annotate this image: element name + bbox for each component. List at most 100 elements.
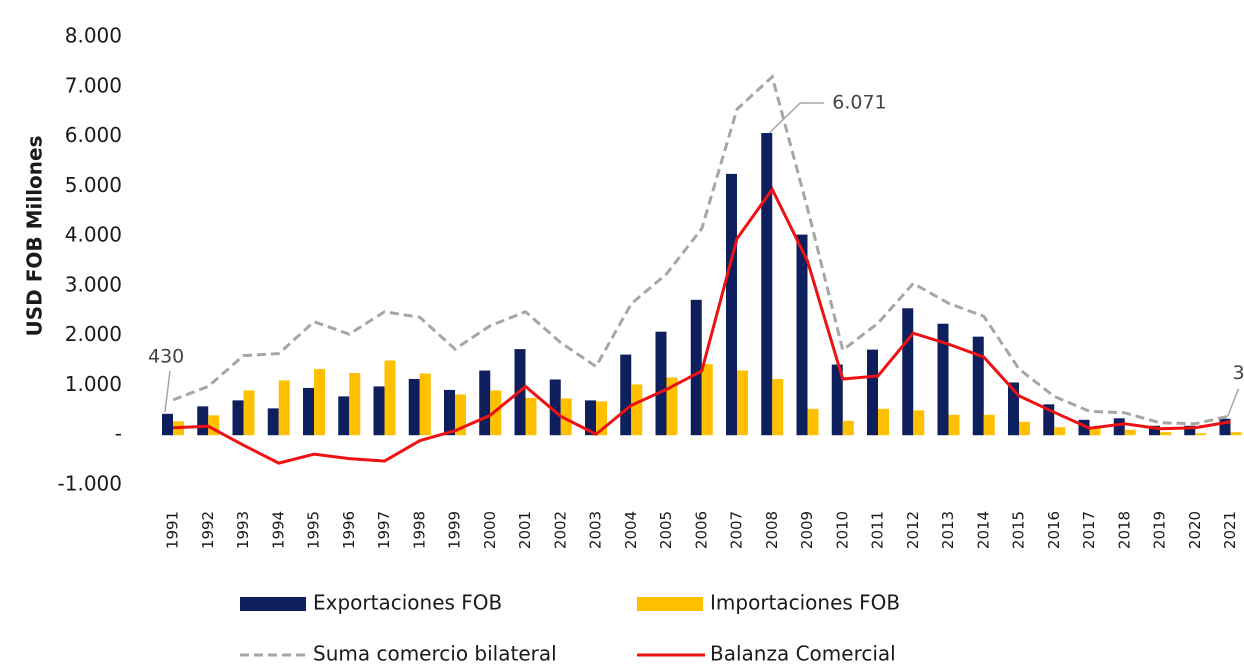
bar xyxy=(162,413,173,436)
y-tick-label: 7.000 xyxy=(65,73,122,97)
leader-line xyxy=(1226,388,1240,418)
bar xyxy=(631,384,643,436)
x-tick-label: 2014 xyxy=(974,511,992,549)
bar xyxy=(419,373,431,436)
bar xyxy=(1054,427,1066,436)
bar xyxy=(831,364,843,436)
x-tick-label: 2006 xyxy=(692,511,710,549)
x-tick-label: 2010 xyxy=(833,511,851,549)
x-tick-label: 2015 xyxy=(1010,511,1028,549)
bar xyxy=(525,397,537,436)
y-tick-label: 4.000 xyxy=(65,223,122,247)
bar xyxy=(1160,432,1171,436)
bar xyxy=(867,349,878,436)
x-tick-label: 1996 xyxy=(340,511,358,549)
x-tick-label: 1995 xyxy=(305,511,323,549)
y-tick-label: 5.000 xyxy=(65,173,122,197)
bar xyxy=(338,396,350,436)
x-tick-label: 1999 xyxy=(446,511,464,549)
x-tick-label: 2007 xyxy=(728,511,746,549)
bar xyxy=(278,380,290,436)
x-tick-label: 2020 xyxy=(1186,511,1204,549)
legend-label: Balanza Comercial xyxy=(710,642,896,665)
bar xyxy=(349,373,361,436)
line-series xyxy=(172,74,1231,426)
y-tick-label: - xyxy=(115,422,122,446)
y-axis-label: USD FOB Millones xyxy=(23,136,47,337)
bar xyxy=(983,414,995,436)
bar xyxy=(948,414,960,436)
bar xyxy=(384,360,396,436)
y-tick-label: 3.000 xyxy=(65,272,122,296)
legend-label: Exportaciones FOB xyxy=(313,591,502,615)
bar xyxy=(1113,418,1125,436)
bar xyxy=(1149,425,1160,436)
data-label: 6.071 xyxy=(832,92,886,114)
bar xyxy=(232,400,244,436)
x-tick-label: 2001 xyxy=(516,511,534,549)
bar xyxy=(243,390,255,436)
x-tick-label: 1993 xyxy=(234,511,252,549)
bar xyxy=(761,133,773,436)
bar xyxy=(796,234,808,436)
bar xyxy=(1124,429,1136,436)
bar xyxy=(1195,433,1207,436)
bar xyxy=(666,377,678,436)
x-tick-label: 1997 xyxy=(375,511,393,549)
data-label: 430 xyxy=(148,345,184,367)
leader-line xyxy=(768,102,825,134)
bar xyxy=(560,398,572,436)
x-tick-label: 2000 xyxy=(481,511,499,549)
y-tick-label: 2.000 xyxy=(65,322,122,346)
x-tick-label: 1992 xyxy=(199,511,217,549)
bar xyxy=(208,415,220,436)
bar xyxy=(1043,404,1055,436)
x-tick-label: 2019 xyxy=(1151,511,1169,549)
x-tick-label: 2021 xyxy=(1221,511,1239,549)
bar xyxy=(878,408,889,436)
bar xyxy=(1008,382,1019,436)
bar xyxy=(937,323,949,436)
x-tick-label: 2008 xyxy=(763,511,781,549)
bar xyxy=(1230,432,1242,436)
bar xyxy=(455,394,466,436)
bar xyxy=(490,390,502,436)
legend-swatch xyxy=(240,597,306,611)
bar xyxy=(373,386,385,436)
bar xyxy=(807,408,819,436)
legend-label: Importaciones FOB xyxy=(710,591,900,615)
bar xyxy=(303,387,314,436)
bar xyxy=(1219,418,1231,436)
bar xyxy=(549,379,561,436)
x-tick-label: 2009 xyxy=(798,511,816,549)
bar xyxy=(267,408,279,436)
bar xyxy=(701,364,713,436)
legend-label: Suma comercio bilateral xyxy=(313,642,557,665)
bar xyxy=(1089,426,1101,436)
x-tick-label: 2002 xyxy=(551,511,569,549)
x-tick-label: 1991 xyxy=(164,511,182,549)
x-tick-label: 2005 xyxy=(657,511,675,549)
line-series xyxy=(172,186,1231,465)
y-tick-label: 1.000 xyxy=(65,372,122,396)
bar xyxy=(690,299,702,436)
x-tick-label: 2017 xyxy=(1080,511,1098,549)
bar xyxy=(972,336,984,436)
x-tick-label: 2011 xyxy=(869,511,887,549)
x-tick-label: 2016 xyxy=(1045,511,1063,549)
bar xyxy=(408,378,420,436)
bar xyxy=(596,401,607,436)
bar xyxy=(1078,419,1090,436)
x-tick-label: 2003 xyxy=(587,511,605,549)
bar xyxy=(620,354,632,436)
x-tick-label: 1994 xyxy=(269,511,287,549)
bar xyxy=(726,173,737,436)
bar xyxy=(737,370,748,436)
x-tick-label: 2013 xyxy=(939,511,957,549)
y-tick-label: -1.000 xyxy=(58,472,122,496)
x-tick-label: 2018 xyxy=(1115,511,1133,549)
bar xyxy=(314,369,325,436)
bar xyxy=(444,389,455,436)
bar xyxy=(585,400,596,436)
